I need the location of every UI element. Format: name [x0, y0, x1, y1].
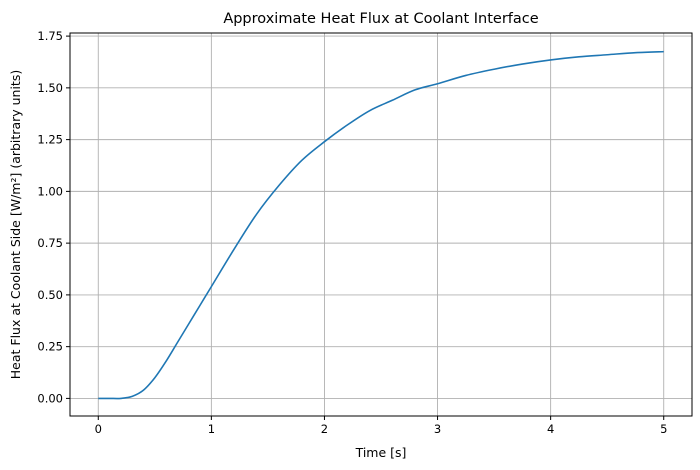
y-tick-label: 0.75	[37, 236, 63, 250]
x-tick-label: 1	[208, 422, 215, 436]
grid	[70, 33, 692, 416]
series-line	[98, 50, 664, 400]
y-axis-label: Heat Flux at Coolant Side [W/m²] (arbitr…	[8, 70, 23, 379]
x-tick-label: 0	[95, 422, 102, 436]
y-tick-label: 0.50	[37, 288, 63, 302]
x-tick-label: 3	[434, 422, 441, 436]
x-axis-ticks: 0 1 2 3 4 5	[95, 416, 667, 436]
chart-title: Approximate Heat Flux at Coolant Interfa…	[223, 11, 538, 27]
y-axis-ticks: 0.00 0.25 0.50 0.75 1.00 1.25 1.50 1.75	[37, 29, 70, 405]
x-axis-label: Time [s]	[355, 445, 407, 460]
y-tick-label: 1.50	[37, 81, 63, 95]
y-tick-label: 1.00	[37, 184, 63, 198]
y-tick-label: 0.25	[37, 340, 63, 354]
x-tick-label: 4	[547, 422, 554, 436]
y-tick-label: 1.25	[37, 133, 63, 147]
y-tick-label: 1.75	[37, 29, 63, 43]
y-tick-label: 0.00	[37, 391, 63, 405]
x-tick-label: 2	[321, 422, 328, 436]
x-tick-label: 5	[660, 422, 667, 436]
plot-frame	[69, 32, 693, 417]
